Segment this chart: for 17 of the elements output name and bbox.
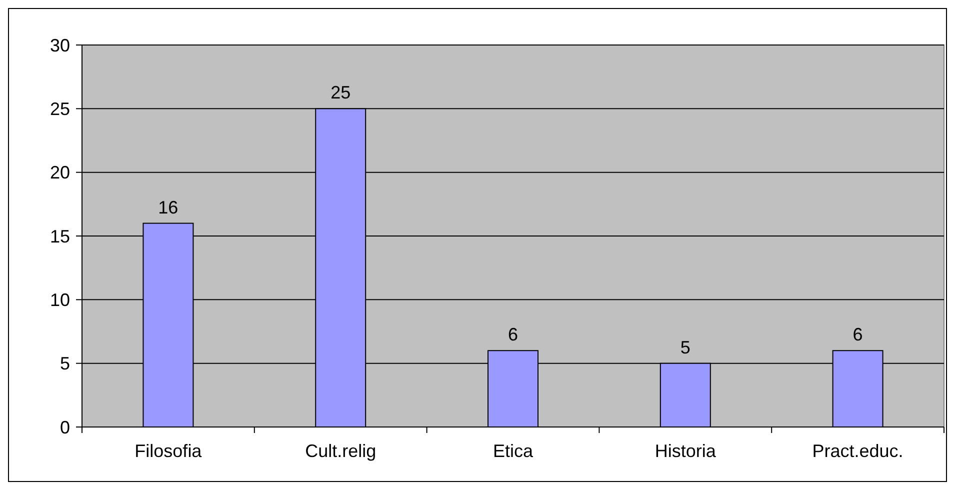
x-tick-label: Etica [492,441,534,461]
data-label: 25 [330,82,351,103]
x-tick-label: Historia [654,441,717,461]
x-tick-label: Pract.educ. [812,441,904,461]
x-tick-label: Cult.relig [305,441,376,461]
y-tick-label: 15 [50,226,70,246]
data-label: 6 [852,324,863,345]
y-tick-label: 25 [50,98,70,119]
x-tick-label: Filosofia [134,441,203,461]
y-tick-label: 30 [50,35,70,56]
data-label: 6 [508,324,518,345]
y-tick-label: 20 [50,162,70,183]
y-tick-label: 10 [50,290,70,310]
data-label: 5 [680,337,690,358]
y-tick-label: 5 [60,354,70,374]
y-tick-label: 0 [60,417,70,438]
data-label: 16 [158,197,178,218]
